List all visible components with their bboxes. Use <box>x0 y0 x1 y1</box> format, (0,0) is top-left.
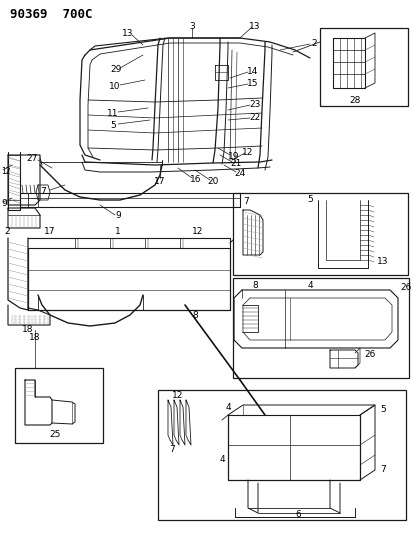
Text: 20: 20 <box>207 177 218 187</box>
Text: 25: 25 <box>49 431 61 440</box>
Text: 4: 4 <box>225 403 230 413</box>
Text: 4: 4 <box>306 280 312 289</box>
Text: 21: 21 <box>230 158 241 167</box>
Bar <box>15 368 103 443</box>
Text: 19: 19 <box>228 151 239 160</box>
Text: 9: 9 <box>1 199 7 208</box>
Text: 28: 28 <box>349 95 360 104</box>
Text: 3: 3 <box>189 21 195 30</box>
Text: 12: 12 <box>192 228 203 237</box>
Text: 13: 13 <box>122 28 133 37</box>
Text: 8: 8 <box>192 311 197 319</box>
Text: 23: 23 <box>249 100 260 109</box>
Text: 13: 13 <box>249 21 260 30</box>
Text: 26: 26 <box>399 284 411 293</box>
Bar <box>158 390 405 520</box>
Text: 7: 7 <box>40 187 46 196</box>
Bar <box>319 28 407 106</box>
Text: 11: 11 <box>107 109 119 117</box>
Text: 9: 9 <box>115 212 121 221</box>
Text: 10: 10 <box>109 82 121 91</box>
Text: 7: 7 <box>169 446 174 455</box>
Text: 17: 17 <box>154 176 165 185</box>
Text: 7: 7 <box>242 198 248 206</box>
Text: 14: 14 <box>247 67 258 76</box>
Text: 15: 15 <box>247 78 258 87</box>
Text: 5: 5 <box>379 406 385 415</box>
Text: 5: 5 <box>306 196 312 205</box>
Text: 12: 12 <box>242 148 253 157</box>
Text: 29: 29 <box>110 64 121 74</box>
Text: 12: 12 <box>1 167 10 176</box>
Text: 1: 1 <box>115 228 121 237</box>
Text: 16: 16 <box>190 175 201 184</box>
Text: 24: 24 <box>234 168 245 177</box>
Text: 18: 18 <box>29 334 40 343</box>
Bar <box>233 193 407 275</box>
Text: 27: 27 <box>26 154 38 163</box>
Text: 13: 13 <box>376 257 388 266</box>
Text: 18: 18 <box>22 326 34 335</box>
Text: 12: 12 <box>172 392 183 400</box>
Bar <box>233 278 408 378</box>
Text: 2: 2 <box>311 38 316 47</box>
Text: 22: 22 <box>249 112 260 122</box>
Text: 90369  700C: 90369 700C <box>10 8 92 21</box>
Text: 7: 7 <box>379 465 385 474</box>
Text: 26: 26 <box>363 351 375 359</box>
Text: 5: 5 <box>110 120 116 130</box>
Text: 4: 4 <box>219 456 224 464</box>
Text: 6: 6 <box>294 511 300 520</box>
Text: 2: 2 <box>4 228 9 237</box>
Text: 8: 8 <box>252 280 257 289</box>
Text: 17: 17 <box>44 228 56 237</box>
